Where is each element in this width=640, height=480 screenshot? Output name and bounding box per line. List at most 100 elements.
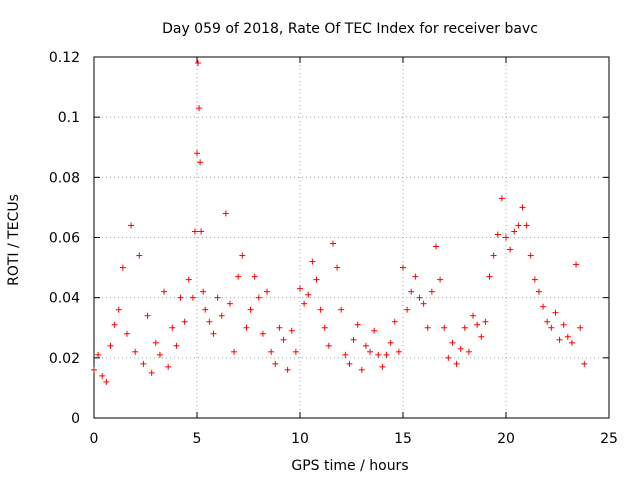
data-point bbox=[259, 330, 266, 337]
data-point bbox=[276, 324, 283, 331]
data-point bbox=[239, 252, 246, 259]
data-point bbox=[222, 210, 229, 217]
data-points bbox=[91, 60, 588, 385]
data-point bbox=[420, 300, 427, 307]
data-point bbox=[321, 324, 328, 331]
data-point bbox=[354, 321, 361, 328]
data-point bbox=[490, 252, 497, 259]
data-point bbox=[128, 222, 135, 229]
x-axis-label: GPS time / hours bbox=[291, 458, 408, 474]
data-point bbox=[140, 360, 147, 367]
data-point bbox=[362, 342, 369, 349]
data-point bbox=[432, 243, 439, 250]
data-point bbox=[280, 336, 287, 343]
data-point bbox=[202, 306, 209, 313]
data-point bbox=[103, 378, 110, 385]
y-tick-label: 0.12 bbox=[49, 50, 80, 66]
data-point bbox=[465, 348, 472, 355]
data-point bbox=[461, 324, 468, 331]
data-point bbox=[535, 288, 542, 295]
data-point bbox=[284, 366, 291, 373]
data-point bbox=[119, 264, 126, 271]
data-point bbox=[247, 306, 254, 313]
y-tick-labels: 0 0.02 0.04 0.06 0.08 0.1 0.12 bbox=[49, 50, 80, 427]
data-point bbox=[453, 360, 460, 367]
data-point bbox=[387, 339, 394, 346]
data-point bbox=[91, 366, 97, 373]
data-point bbox=[292, 348, 299, 355]
data-point bbox=[383, 351, 390, 358]
data-point bbox=[177, 294, 184, 301]
data-point bbox=[305, 291, 312, 298]
data-point bbox=[548, 324, 555, 331]
data-point bbox=[251, 273, 258, 280]
data-point bbox=[482, 318, 489, 325]
data-point bbox=[437, 276, 444, 283]
data-point bbox=[556, 336, 563, 343]
x-tick-label: 15 bbox=[394, 431, 412, 447]
data-point bbox=[400, 264, 406, 271]
data-point bbox=[169, 324, 176, 331]
y-tick-label: 0.04 bbox=[49, 291, 80, 307]
data-point bbox=[470, 312, 477, 319]
data-point bbox=[185, 276, 192, 283]
y-tick-label: 0.02 bbox=[49, 351, 80, 367]
data-point bbox=[350, 336, 357, 343]
data-point bbox=[264, 288, 271, 295]
data-point bbox=[148, 369, 155, 376]
data-point bbox=[226, 300, 233, 307]
data-point bbox=[523, 222, 530, 229]
data-point bbox=[515, 222, 522, 229]
data-point bbox=[338, 306, 345, 313]
data-point bbox=[375, 351, 382, 358]
data-point bbox=[445, 354, 452, 361]
data-point bbox=[416, 294, 423, 301]
data-point bbox=[329, 240, 336, 247]
data-point bbox=[195, 60, 202, 67]
data-point bbox=[196, 105, 203, 112]
data-point bbox=[243, 324, 250, 331]
data-point bbox=[342, 351, 349, 358]
data-point bbox=[478, 333, 485, 340]
data-point bbox=[194, 150, 200, 157]
data-point bbox=[449, 339, 456, 346]
data-point bbox=[379, 363, 386, 370]
data-point bbox=[573, 261, 580, 268]
y-tick-label: 0.06 bbox=[49, 231, 80, 247]
data-point bbox=[503, 234, 509, 241]
data-point bbox=[474, 321, 481, 328]
data-point bbox=[544, 318, 551, 325]
data-point bbox=[412, 273, 419, 280]
data-point bbox=[408, 288, 415, 295]
data-point bbox=[531, 276, 538, 283]
data-point bbox=[214, 294, 221, 301]
data-point bbox=[334, 264, 341, 271]
data-point bbox=[309, 258, 316, 265]
data-point bbox=[568, 339, 575, 346]
data-point bbox=[191, 228, 198, 235]
data-point bbox=[507, 246, 514, 253]
data-point bbox=[297, 285, 303, 292]
data-point bbox=[313, 276, 320, 283]
data-point bbox=[325, 342, 332, 349]
data-point bbox=[197, 159, 204, 166]
data-point bbox=[367, 348, 374, 355]
data-point bbox=[358, 366, 365, 373]
data-point bbox=[156, 351, 163, 358]
x-tick-label: 0 bbox=[90, 431, 99, 447]
data-point bbox=[255, 294, 262, 301]
data-point bbox=[99, 372, 106, 379]
data-point bbox=[441, 324, 448, 331]
data-point bbox=[173, 342, 180, 349]
x-tick-label: 25 bbox=[600, 431, 618, 447]
data-point bbox=[189, 294, 196, 301]
x-tick-label: 10 bbox=[291, 431, 309, 447]
data-point bbox=[395, 348, 402, 355]
data-point bbox=[560, 321, 567, 328]
data-point bbox=[218, 312, 225, 319]
data-point bbox=[107, 342, 114, 349]
data-point bbox=[115, 306, 122, 313]
data-point bbox=[424, 324, 431, 331]
data-point bbox=[577, 324, 584, 331]
data-point bbox=[301, 300, 308, 307]
